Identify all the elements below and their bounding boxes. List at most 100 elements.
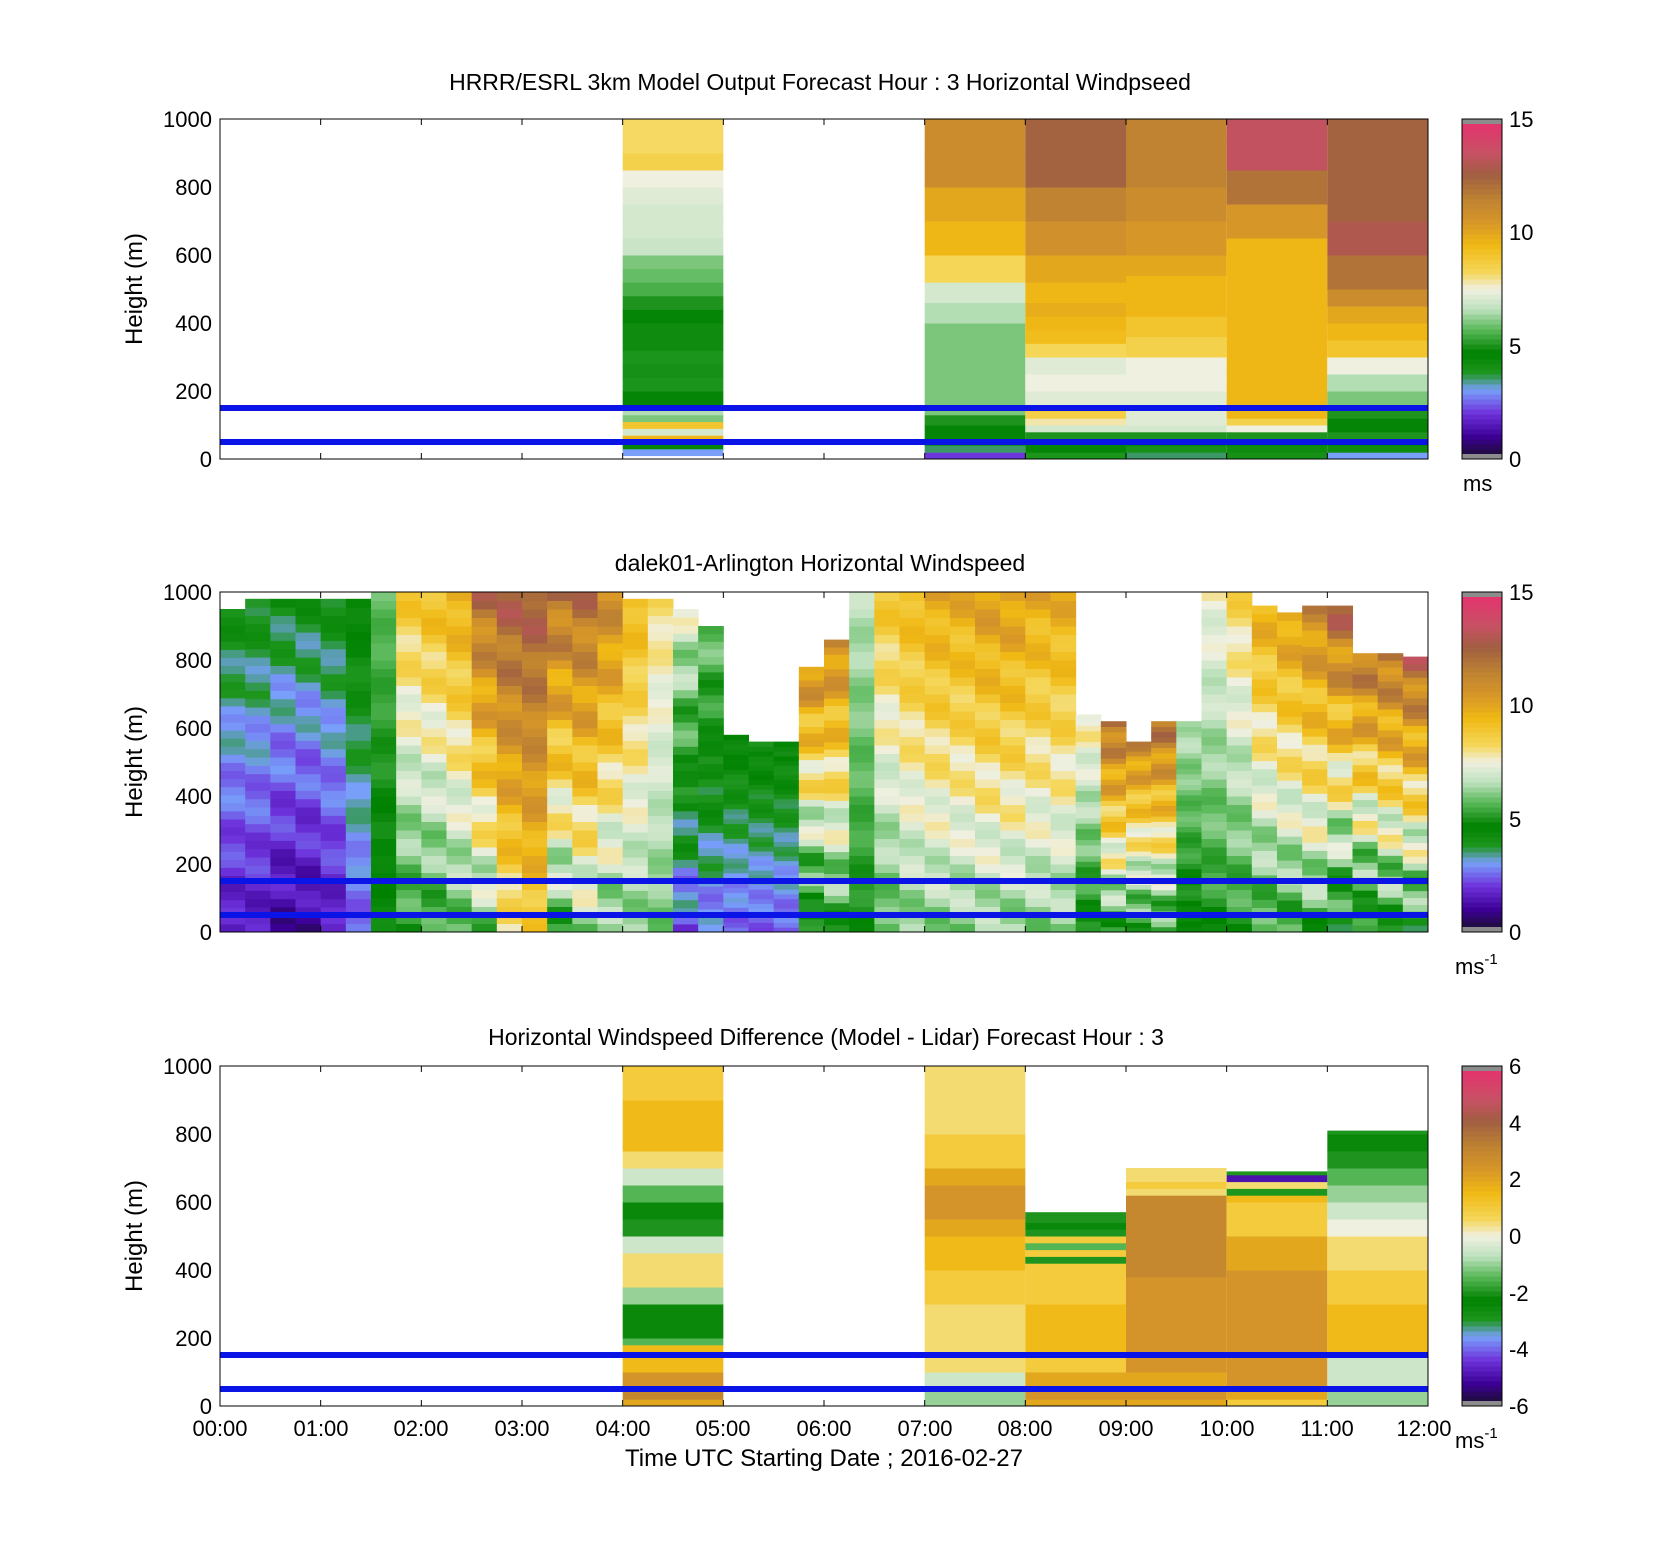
heatmap-cell xyxy=(522,898,548,907)
heatmap-cell xyxy=(446,779,473,788)
heatmap-cell xyxy=(1327,695,1353,705)
heatmap-cell xyxy=(1075,899,1102,906)
heatmap-cell xyxy=(496,915,523,924)
colorbar-segment xyxy=(1462,622,1502,628)
colorbar-segment xyxy=(1462,1291,1502,1297)
heatmap-cell xyxy=(1025,753,1051,763)
heatmap-cell xyxy=(1277,684,1303,693)
heatmap-cell xyxy=(220,649,246,658)
heatmap-cell xyxy=(874,592,900,601)
heatmap-cell xyxy=(220,633,246,642)
heatmap-cell xyxy=(949,626,976,635)
heatmap-cell xyxy=(522,804,548,814)
heatmap-cell xyxy=(446,847,473,856)
heatmap-cell xyxy=(345,840,372,850)
heatmap-cell xyxy=(949,906,976,916)
heatmap-cell xyxy=(1402,821,1429,830)
heatmap-cell xyxy=(522,787,548,797)
heatmap-cell xyxy=(421,609,447,618)
heatmap-cell xyxy=(1100,868,1127,875)
colorbar-segment xyxy=(1462,314,1502,320)
heatmap-cell xyxy=(949,821,976,831)
heatmap-cell xyxy=(421,830,447,839)
colorbar-segment xyxy=(1462,449,1502,455)
heatmap-cell xyxy=(1050,830,1077,839)
heatmap-cell xyxy=(1151,916,1177,922)
heatmap-cell xyxy=(295,807,322,816)
heatmap-cell xyxy=(924,1202,1026,1220)
colorbar-segment xyxy=(1462,374,1502,380)
heatmap-cell xyxy=(622,1304,724,1339)
heatmap-cell xyxy=(647,615,674,625)
heatmap-cell xyxy=(1251,744,1278,753)
heatmap-cell xyxy=(1050,881,1077,890)
heatmap-cell xyxy=(220,851,246,860)
heatmap-cell xyxy=(1226,1188,1328,1196)
heatmap-cell xyxy=(975,787,1001,797)
heatmap-cell xyxy=(496,838,523,848)
heatmap-cell xyxy=(975,796,1001,805)
heatmap-cell xyxy=(245,898,271,908)
heatmap-cell xyxy=(345,740,372,750)
heatmap-cell xyxy=(1100,726,1127,733)
heatmap-cell xyxy=(849,745,875,754)
heatmap-cell xyxy=(723,744,749,751)
heatmap-cell xyxy=(849,804,875,814)
heatmap-cell xyxy=(748,865,775,871)
heatmap-cell xyxy=(723,759,749,765)
heatmap-cell xyxy=(1327,1168,1428,1186)
heatmap-cell xyxy=(371,609,397,618)
heatmap-cell xyxy=(446,804,473,814)
heatmap-cell xyxy=(1327,752,1353,762)
colorbar-segment xyxy=(1462,424,1502,430)
heatmap-cell xyxy=(446,592,473,601)
heatmap-cell xyxy=(547,609,573,618)
heatmap-cell xyxy=(748,765,775,771)
heatmap-cell xyxy=(924,282,1026,304)
heatmap-cell xyxy=(1277,796,1303,805)
heatmap-cell xyxy=(1201,668,1228,678)
heatmap-cell xyxy=(1126,1276,1227,1305)
heatmap-cell xyxy=(949,838,976,848)
heatmap-cell xyxy=(1327,891,1353,900)
heatmap-cell xyxy=(1025,626,1051,635)
colorbar-segment xyxy=(1462,289,1502,295)
heatmap-cell xyxy=(1402,925,1429,933)
heatmap-cell xyxy=(1377,785,1404,794)
heatmap-cell xyxy=(622,391,724,402)
heatmap-cell xyxy=(1050,855,1077,865)
heatmap-cell xyxy=(1226,452,1328,460)
heatmap-cell xyxy=(220,762,246,771)
heatmap-cell xyxy=(1025,1372,1126,1387)
heatmap-cell xyxy=(1100,826,1127,833)
heatmap-cell xyxy=(1377,778,1404,787)
heatmap-cell xyxy=(1100,800,1127,807)
heatmap-cell xyxy=(849,702,875,712)
heatmap-cell xyxy=(1126,889,1152,895)
heatmap-cell xyxy=(622,715,649,725)
colorbar-segment xyxy=(1462,837,1502,843)
heatmap-cell xyxy=(723,862,749,869)
heatmap-cell xyxy=(647,598,674,608)
heatmap-cell xyxy=(421,668,447,678)
heatmap-cell xyxy=(748,784,775,790)
colorbar-segment xyxy=(1462,409,1502,415)
heatmap-cell xyxy=(698,840,724,849)
heatmap-cell xyxy=(396,830,422,839)
heatmap-cell xyxy=(371,702,397,712)
heatmap-cell xyxy=(1025,187,1126,222)
heatmap-cell xyxy=(1050,753,1077,763)
colorbar-tick-label: 10 xyxy=(1509,693,1533,718)
heatmap-cell xyxy=(1226,804,1253,814)
heatmap-cell xyxy=(547,719,573,729)
heatmap-cell xyxy=(547,728,573,737)
heatmap-cell xyxy=(270,632,296,641)
heatmap-cell xyxy=(924,1304,1026,1339)
heatmap-cell xyxy=(1251,605,1278,615)
colorbar-segment xyxy=(1462,827,1502,833)
heatmap-cell xyxy=(345,757,372,766)
heatmap-cell xyxy=(1377,764,1404,773)
heatmap-cell xyxy=(924,425,1026,440)
heatmap-cell xyxy=(446,872,473,882)
heatmap-cell xyxy=(899,745,926,754)
